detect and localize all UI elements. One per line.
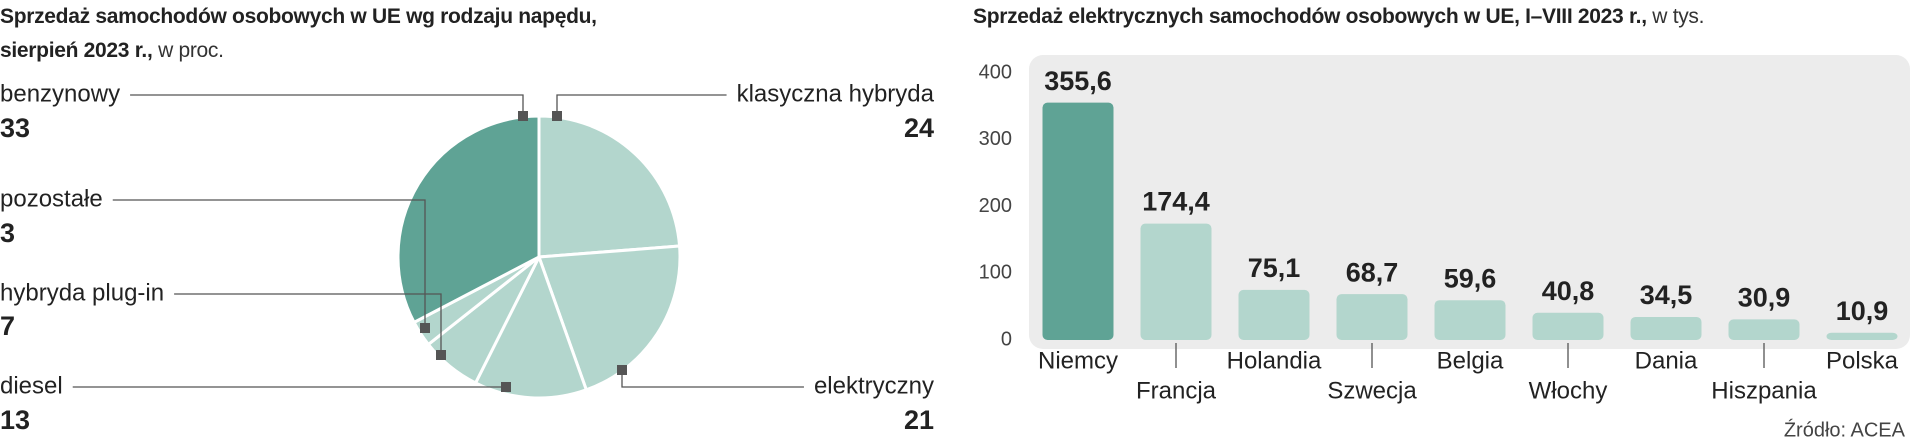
leader-marker (617, 365, 627, 375)
x-tick-label: Belgia (1437, 347, 1504, 374)
source: Źródło: ACEA (1784, 418, 1906, 441)
chart-title: Sprzedaż samochodów osobowych w UE wg ro… (0, 5, 597, 62)
chart-subtitle: w tys. (1652, 5, 1705, 28)
bar (1532, 312, 1604, 340)
leader-marker (420, 323, 430, 333)
leader-line (556, 94, 727, 116)
value-label: 10,9 (1836, 296, 1889, 326)
y-tick-label: 400 (979, 61, 1012, 83)
slice-value: 7 (0, 311, 15, 341)
bar-title-block: Sprzedaż elektrycznych samochodów osobow… (973, 0, 1918, 34)
plot-background (1029, 55, 1910, 349)
slice-label: diesel (0, 372, 63, 399)
value-label: 34,5 (1640, 280, 1693, 310)
bar (1336, 294, 1408, 340)
pie-slice (396, 114, 541, 325)
bar (1238, 289, 1310, 340)
x-tick-label: Dania (1635, 347, 1698, 374)
bar (1042, 102, 1114, 341)
slice-value: 13 (0, 405, 30, 435)
bar (1140, 223, 1212, 340)
leader-marker (518, 111, 528, 121)
slice-label: hybryda plug-in (0, 279, 164, 306)
slice-label: benzynowy (0, 80, 120, 107)
value-label: 174,4 (1142, 187, 1210, 217)
x-tick-label: Niemcy (1038, 347, 1118, 374)
y-tick-label: 0 (1001, 328, 1012, 350)
x-tick-label: Włochy (1529, 377, 1608, 404)
y-tick-label: 200 (979, 195, 1012, 217)
slice-value: 33 (0, 113, 30, 143)
leader-marker (552, 111, 562, 121)
slice-label: klasyczna hybryda (737, 80, 935, 107)
pie-title-block: Sprzedaż samochodów osobowych w UE wg ro… (0, 0, 660, 68)
leader-line (174, 293, 442, 355)
slice-label: elektryczny (814, 372, 934, 399)
value-label: 355,6 (1044, 66, 1112, 96)
slice-value: 3 (0, 218, 15, 248)
pie-slice (537, 114, 682, 259)
value-label: 59,6 (1444, 263, 1497, 293)
x-tick-label: Polska (1826, 347, 1899, 374)
x-tick-label: Holandia (1227, 347, 1322, 374)
x-tick-label: Hiszpania (1711, 377, 1817, 404)
chart-title: Sprzedaż elektrycznych samochodów osobow… (973, 5, 1647, 28)
value-label: 68,7 (1346, 257, 1399, 287)
bar (1434, 300, 1506, 340)
value-label: 75,1 (1248, 253, 1301, 283)
bar (1630, 316, 1702, 340)
slice-value: 24 (904, 113, 934, 143)
x-tick-label: Szwecja (1327, 377, 1417, 404)
pie-slice (473, 253, 589, 400)
slice-label: pozostałe (0, 185, 103, 212)
leader-marker (501, 382, 511, 392)
bar (1728, 319, 1800, 340)
leader-line (112, 199, 426, 328)
value-label: 40,8 (1542, 276, 1595, 306)
y-tick-label: 100 (979, 262, 1012, 284)
y-tick-label: 300 (979, 128, 1012, 150)
bar (1826, 332, 1898, 340)
chart-subtitle: w proc. (158, 39, 224, 62)
x-tick-label: Francja (1136, 377, 1217, 404)
leader-marker (436, 350, 446, 360)
leader-line (130, 94, 524, 116)
leader-line (621, 370, 804, 388)
value-label: 30,9 (1738, 282, 1791, 312)
slice-value: 21 (904, 405, 934, 435)
